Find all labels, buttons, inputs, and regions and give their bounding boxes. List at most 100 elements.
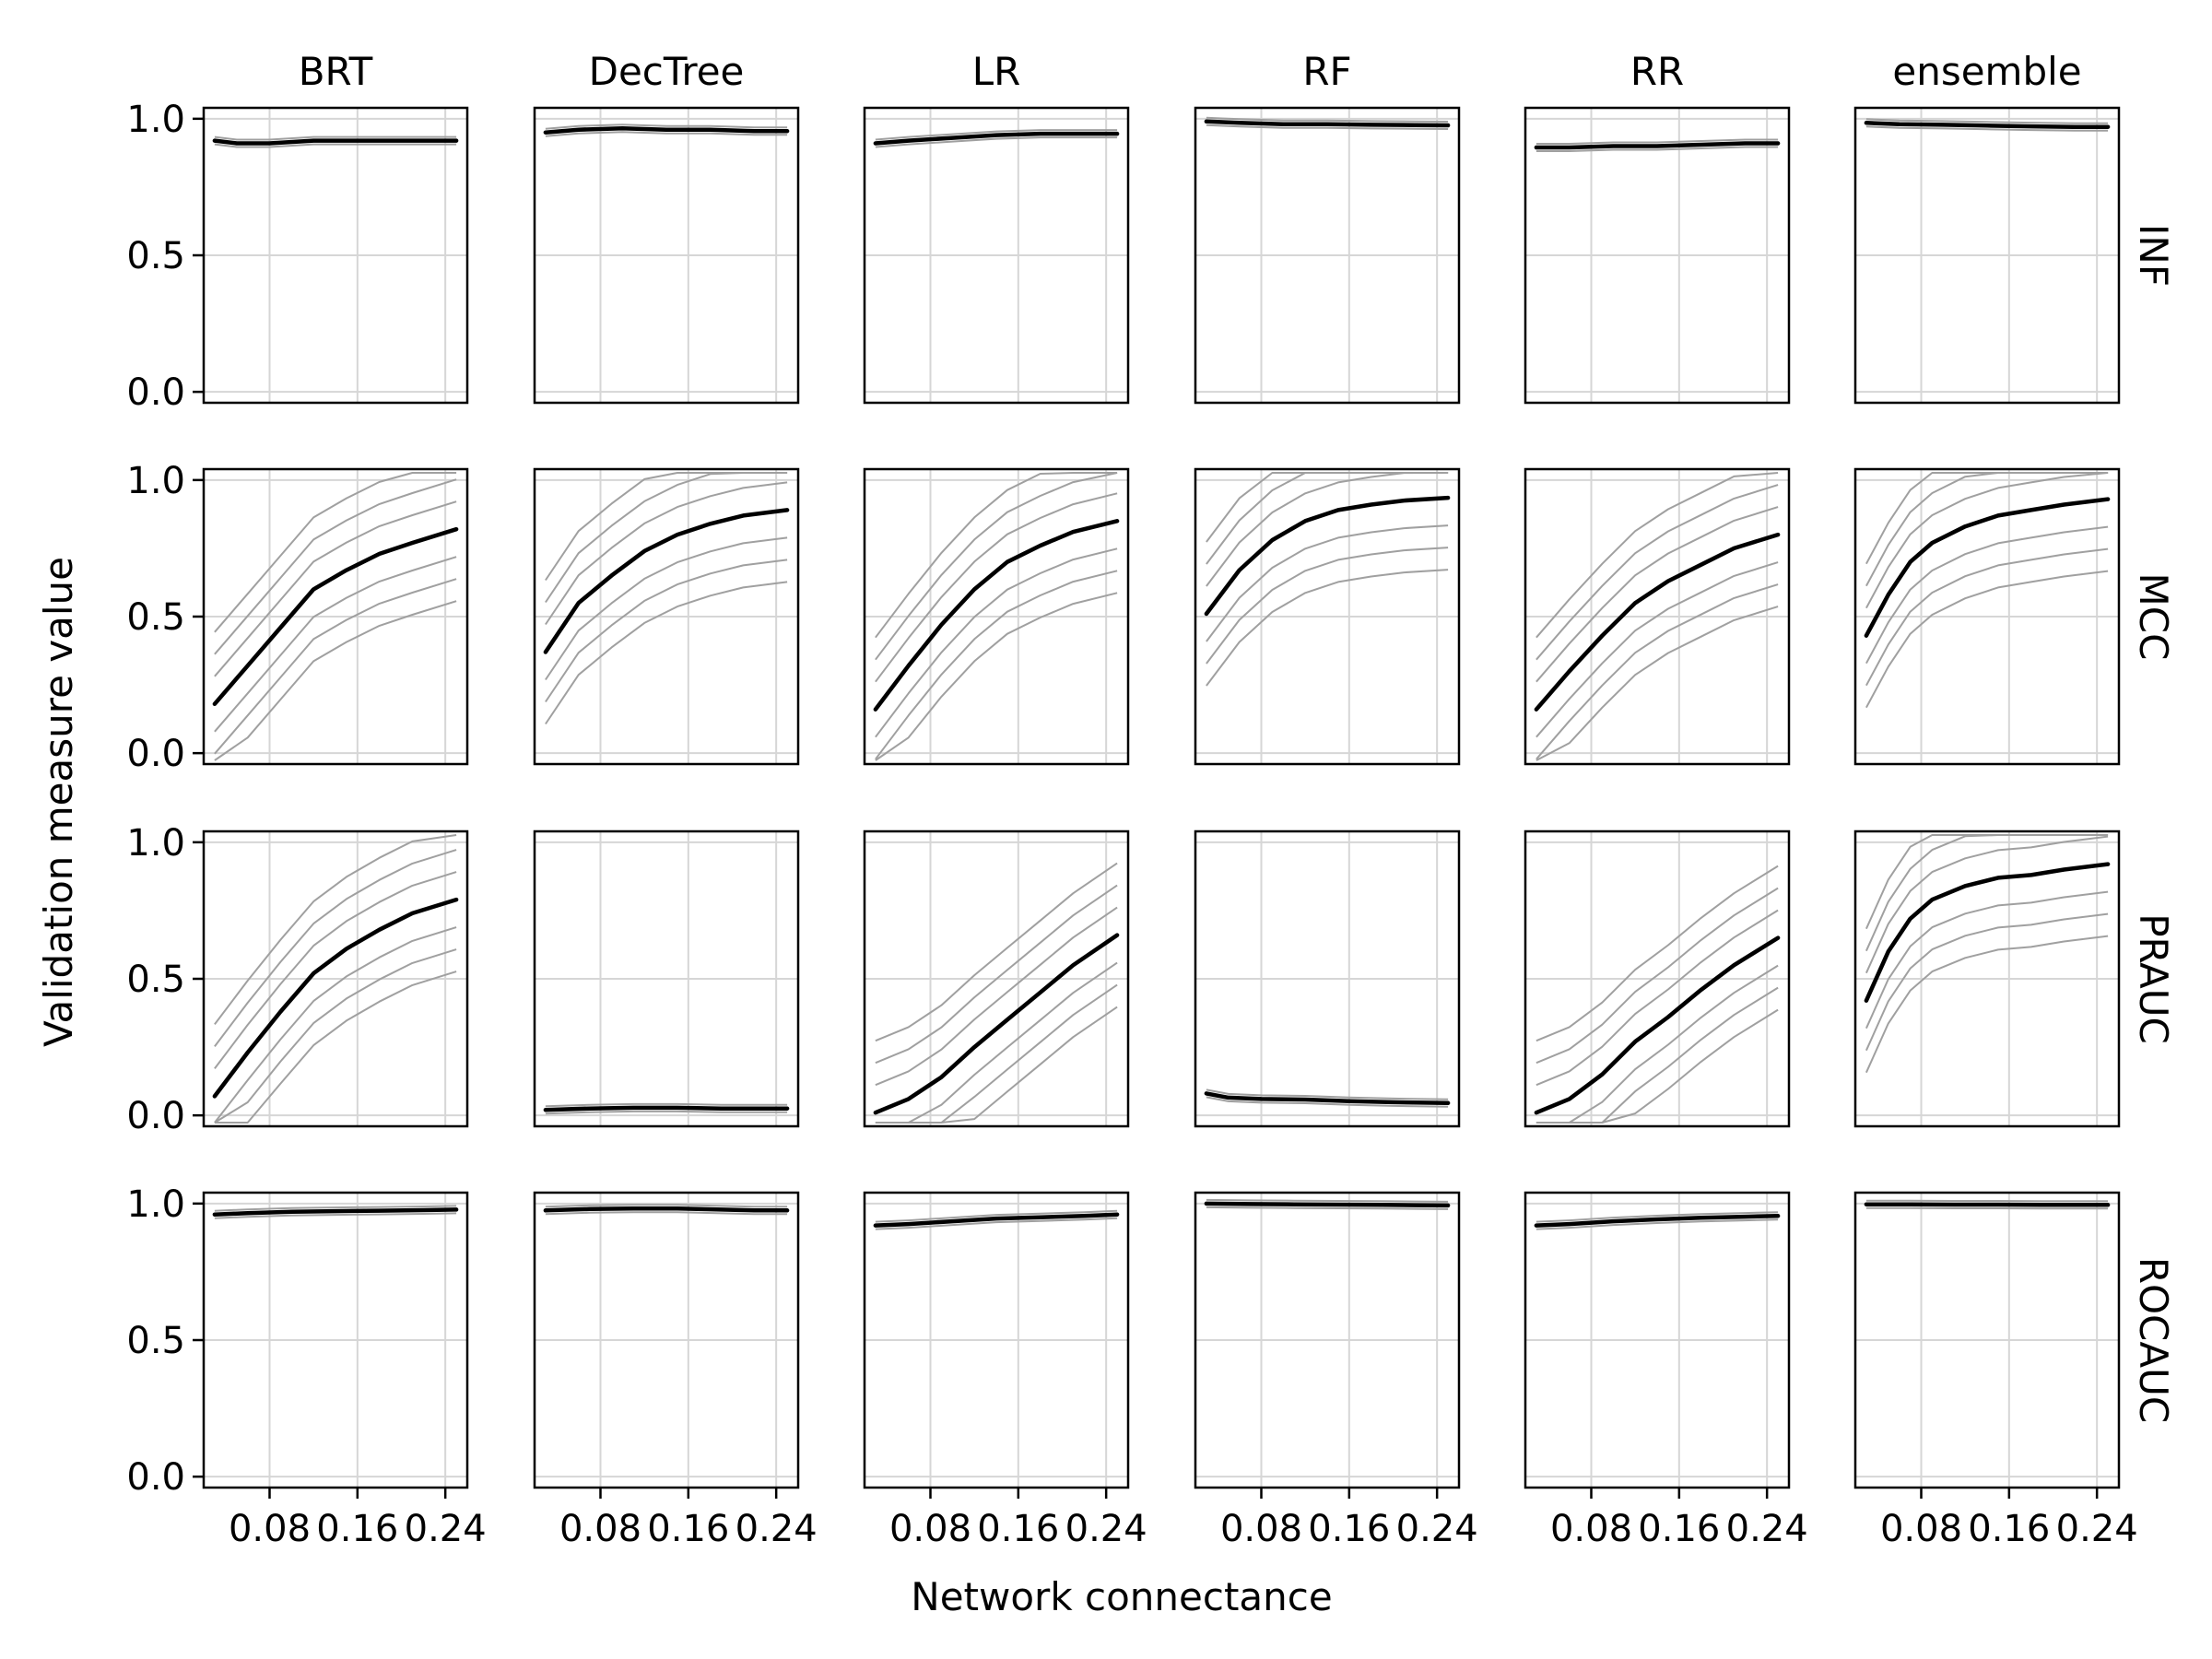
series-line-prauc-lr — [873, 933, 1120, 1115]
density-contour — [214, 578, 457, 755]
density-contour — [1865, 935, 2109, 1074]
panel-frame — [1194, 830, 1461, 1128]
row-label-mcc: MCC — [2131, 573, 2176, 661]
density-contour — [214, 849, 457, 1048]
column-label-brt: BRT — [299, 49, 373, 94]
panel-prauc-rr — [1524, 830, 1791, 1128]
x-tick-label: 0.16 — [1968, 1508, 2050, 1550]
density-contour — [875, 492, 1118, 683]
series-line-mcc-lr — [873, 519, 1120, 712]
panel-prauc-ensemble — [1853, 830, 2121, 1128]
panel-frame — [533, 106, 800, 405]
y-tick-label: 0.0 — [126, 371, 185, 414]
y-tick-label: 0.0 — [126, 733, 185, 775]
density-contour — [1535, 986, 1779, 1124]
series-line-mcc-dectree — [543, 508, 790, 654]
x-tick-label: 0.16 — [1638, 1508, 1720, 1550]
density-contour — [1865, 125, 2109, 132]
series-line-rocauc-ensemble — [1864, 1202, 2111, 1207]
panel-frame — [1853, 106, 2121, 405]
series-line-prauc-ensemble — [1864, 862, 2111, 1003]
panel-frame — [1194, 467, 1461, 766]
y-tick-label: 0.0 — [126, 1095, 185, 1137]
x-tick-label: 0.24 — [1726, 1508, 1808, 1550]
panel-frame — [1853, 830, 2121, 1128]
density-contour — [875, 884, 1118, 1065]
density-contour — [545, 472, 788, 604]
density-contour — [1865, 118, 2109, 124]
y-tick-label: 1.0 — [126, 822, 185, 865]
series-line-mcc-ensemble — [1864, 497, 2111, 638]
density-contour — [875, 1209, 1118, 1223]
panel-mcc-rr — [1524, 467, 1791, 766]
x-tick-label: 0.16 — [977, 1508, 1059, 1550]
density-contour — [214, 871, 457, 1070]
y-tick-label: 1.0 — [126, 460, 185, 502]
series-line-inf-lr — [873, 131, 1120, 146]
density-contour — [875, 592, 1118, 761]
density-contour — [1865, 1206, 2109, 1210]
density-contour — [875, 136, 1118, 148]
density-contour — [1535, 138, 1779, 145]
density-contour — [545, 536, 788, 681]
density-contour — [545, 1110, 788, 1115]
series-line-mcc-rf — [1204, 495, 1451, 617]
density-contour — [545, 481, 788, 626]
series-line-prauc-rr — [1534, 935, 1781, 1115]
panel-prauc-brt: 0.0 0.5 1.0 — [126, 822, 469, 1137]
density-contour — [1535, 865, 1779, 1042]
x-tick-label: 0.08 — [559, 1508, 641, 1550]
density-contour — [1535, 506, 1779, 683]
panel-frame — [533, 467, 800, 766]
density-contour — [875, 961, 1118, 1124]
density-contour — [1206, 472, 1449, 587]
density-contour — [1535, 964, 1779, 1124]
series-line-prauc-rf — [1204, 1091, 1451, 1106]
row-label-rocauc: ROCAUC — [2131, 1257, 2176, 1423]
panel-rocauc-brt: 0.0 0.5 1.0 0.08 0.16 0.24 — [126, 1183, 486, 1550]
x-tick-label: 0.08 — [1550, 1508, 1632, 1550]
panel-frame — [1524, 830, 1791, 1128]
series-line-prauc-brt — [212, 897, 459, 1099]
density-contour — [214, 1212, 457, 1219]
panel-inf-lr — [863, 106, 1130, 405]
density-contour — [214, 500, 457, 677]
density-contour — [214, 478, 457, 655]
series-line-mcc-rr — [1534, 532, 1781, 712]
density-contour — [1865, 1199, 2109, 1203]
panel-prauc-rf — [1194, 830, 1461, 1128]
density-contour — [1206, 524, 1449, 642]
row-label-inf: INF — [2131, 224, 2176, 287]
density-contour — [1535, 472, 1779, 639]
density-contour — [545, 124, 788, 130]
series-line-inf-rf — [1204, 119, 1451, 128]
panel-frame — [1194, 106, 1461, 405]
column-label-ensemble: ensemble — [1892, 49, 2081, 94]
density-contour — [1206, 1096, 1449, 1108]
density-contour — [1535, 1211, 1779, 1223]
density-contour — [1206, 124, 1449, 130]
density-contour — [545, 1102, 788, 1108]
panel-frame — [1853, 467, 2121, 766]
x-tick-label: 0.24 — [1396, 1508, 1478, 1550]
panel-mcc-rf — [1194, 467, 1461, 766]
density-contour — [545, 581, 788, 725]
panel-inf-dectree — [533, 106, 800, 405]
y-axis-label: Validation measure value — [36, 557, 81, 1047]
panel-prauc-lr — [863, 830, 1130, 1128]
density-contour — [1535, 583, 1779, 760]
panel-mcc-lr — [863, 467, 1130, 766]
series-line-rocauc-dectree — [543, 1206, 790, 1213]
x-axis-label: Network connectance — [911, 1574, 1332, 1619]
panel-mcc-dectree — [533, 467, 800, 766]
density-contour — [875, 472, 1118, 639]
panel-rocauc-rr: 0.08 0.16 0.24 — [1524, 1191, 1808, 1550]
density-contour — [1865, 834, 2109, 952]
density-contour — [1206, 1206, 1449, 1210]
density-contour — [1865, 570, 2109, 709]
series-line-rocauc-rf — [1204, 1201, 1451, 1208]
panel-grid: BRT DecTree LR RF RR ensemble INF MCC PRAUC ROCAU… — [126, 49, 2176, 1550]
density-contour — [214, 600, 457, 761]
panel-inf-ensemble — [1853, 106, 2121, 405]
panel-inf-rf — [1194, 106, 1461, 405]
